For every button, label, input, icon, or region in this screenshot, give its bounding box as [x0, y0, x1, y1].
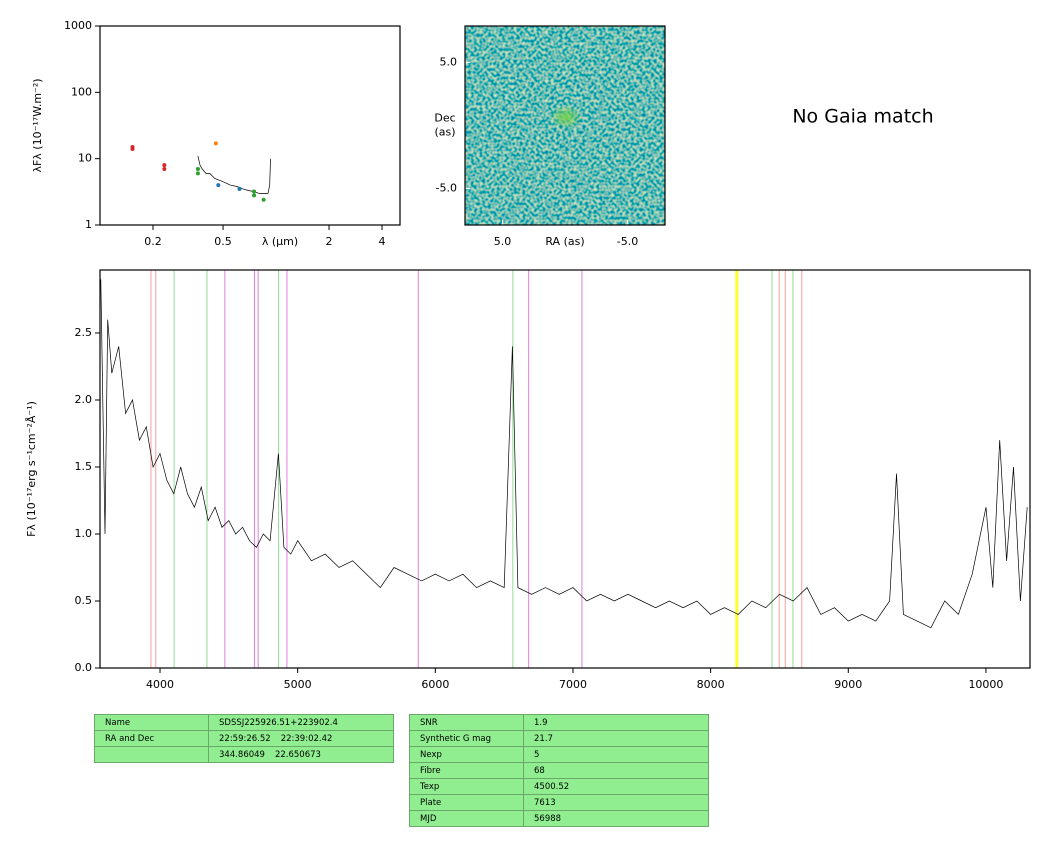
photometry-point — [216, 183, 221, 188]
y-tick-label: 0.5 — [75, 594, 93, 607]
y-axis-label: Dec — [434, 112, 455, 125]
cell-text: 22:39:02.42 — [280, 733, 333, 744]
spectrum — [197, 155, 271, 194]
row-label — [94, 746, 209, 763]
row-value: 1.9 — [523, 714, 709, 731]
x-tick-label: 8000 — [697, 678, 725, 691]
cell-text: 344.86049 — [219, 749, 265, 760]
photometry-point — [252, 189, 257, 194]
x-tick-label: 4000 — [146, 678, 174, 691]
photometry-point — [213, 141, 218, 146]
y-tick-label: 1.0 — [75, 527, 93, 540]
cell-text: 5 — [534, 749, 540, 760]
y-axis-label: (as) — [434, 126, 455, 139]
y-tick-label: 0.0 — [75, 661, 93, 674]
photometry-point — [195, 166, 200, 171]
y-tick-label: 10 — [78, 152, 92, 165]
y-tick-label: 2.0 — [75, 393, 93, 406]
table-row: MJD 56988 — [409, 810, 709, 827]
row-label: Texp — [409, 778, 524, 795]
table-row: Synthetic G mag 21.7 — [409, 730, 709, 747]
table-row: Fibre 68 — [409, 762, 709, 779]
y-tick-label: -5.0 — [436, 181, 457, 194]
cell-text: SDSSJ225926.51+223902.4 — [219, 717, 338, 728]
x-tick-label: 6000 — [421, 678, 449, 691]
table-row: Name SDSSJ225926.51+223902.4 — [94, 714, 394, 731]
y-tick-label: 2.5 — [75, 326, 93, 339]
y-tick-label: 5.0 — [440, 56, 458, 69]
row-value: 5 — [523, 746, 709, 763]
photometry-point — [195, 171, 200, 176]
table-row: 344.86049 22.650673 — [94, 746, 394, 763]
axes-frame — [99, 269, 1031, 669]
x-tick-label: -5.0 — [617, 235, 638, 248]
x-axis-label: λ (μm) — [262, 235, 298, 248]
source-blob — [550, 105, 582, 129]
row-label: Fibre — [409, 762, 524, 779]
row-label: MJD — [409, 810, 524, 827]
y-axis-label: Fλ (10⁻¹⁷erg s⁻¹cm⁻²Å⁻¹) — [25, 401, 38, 537]
x-tick-label: 0.2 — [144, 235, 162, 248]
photometry-point — [162, 163, 167, 168]
axes-frame — [464, 25, 666, 226]
x-axis-label: RA (as) — [545, 235, 584, 248]
cell-text: 7613 — [534, 797, 556, 808]
x-tick-label: 2 — [326, 235, 333, 248]
x-tick-label: 5000 — [284, 678, 312, 691]
row-value: 7613 — [523, 794, 709, 811]
photometry-point — [162, 166, 167, 171]
x-tick-label: 10000 — [968, 678, 1003, 691]
row-value: 21.7 — [523, 730, 709, 747]
table-row: RA and Dec 22:59:26.52 22:39:02.42 — [94, 730, 394, 747]
gaia-note: No Gaia match — [792, 106, 933, 128]
row-value: 344.86049 22.650673 — [208, 746, 394, 763]
table-row: Plate 7613 — [409, 794, 709, 811]
cell-text: 22.650673 — [274, 749, 321, 760]
x-tick-label: 0.5 — [214, 235, 232, 248]
x-tick-label: 5.0 — [494, 235, 512, 248]
y-tick-label: 100 — [71, 85, 92, 98]
cell-text: 4500.52 — [534, 781, 570, 792]
y-tick-label: 1 — [85, 218, 92, 231]
y-tick-label: 1.5 — [75, 460, 93, 473]
cell-text: 22:59:26.52 — [219, 733, 271, 744]
y-tick-label: 1000 — [64, 19, 92, 32]
x-tick-label: 4 — [379, 235, 386, 248]
row-label: Name — [94, 714, 209, 731]
y-axis-label: λFλ (10⁻¹⁷W.m⁻²) — [31, 78, 44, 172]
photometry-point — [252, 193, 257, 198]
row-value: 68 — [523, 762, 709, 779]
row-label: Plate — [409, 794, 524, 811]
axes-frame — [99, 25, 401, 226]
cell-text: 68 — [534, 765, 545, 776]
table-row: Texp 4500.52 — [409, 778, 709, 795]
cell-text: 1.9 — [534, 717, 548, 728]
row-label: Nexp — [409, 746, 524, 763]
table-row: SNR 1.9 — [409, 714, 709, 731]
table-row: Nexp 5 — [409, 746, 709, 763]
row-value: 56988 — [523, 810, 709, 827]
photometry-point — [237, 186, 242, 191]
row-value: 22:59:26.52 22:39:02.42 — [208, 730, 394, 747]
cell-text: 56988 — [534, 813, 562, 824]
photometry-point — [261, 197, 266, 202]
row-value: 4500.52 — [523, 778, 709, 795]
row-label: SNR — [409, 714, 524, 731]
info-table: Name SDSSJ225926.51+223902.4 RA and Dec 22:… — [94, 714, 394, 763]
row-value: SDSSJ225926.51+223902.4 — [208, 714, 394, 731]
row-label: Synthetic G mag — [409, 730, 524, 747]
photometry-point — [130, 146, 135, 151]
cell-text: 21.7 — [534, 733, 553, 744]
row-label: RA and Dec — [94, 730, 209, 747]
spectrum — [100, 279, 1028, 629]
obs-table: SNR 1.9 Synthetic G mag 21.7 Nexp 5 Fibre 68 Tex… — [409, 714, 709, 827]
x-tick-label: 9000 — [834, 678, 862, 691]
x-tick-label: 7000 — [559, 678, 587, 691]
